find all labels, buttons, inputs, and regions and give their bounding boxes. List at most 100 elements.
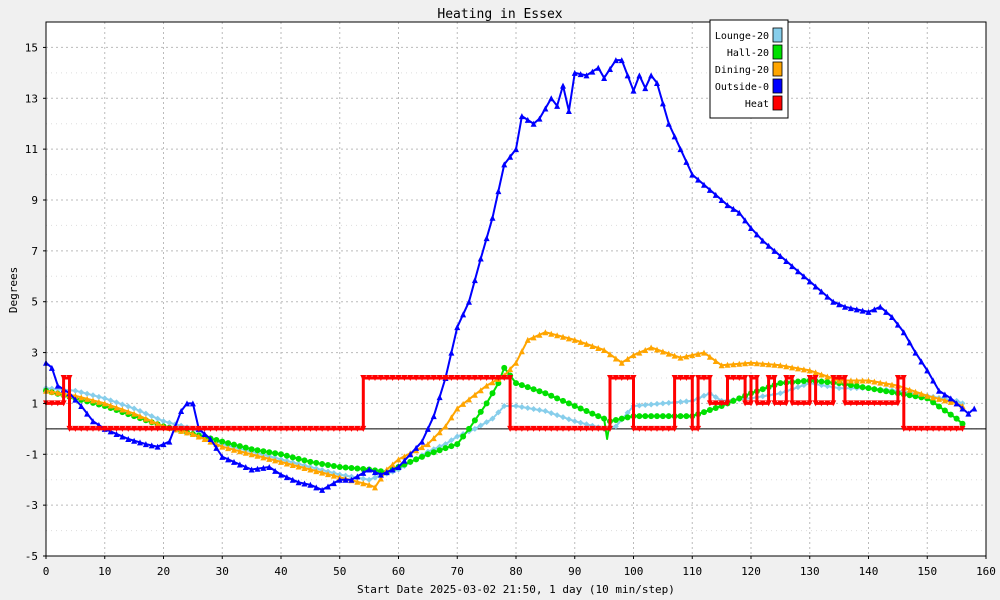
series-point	[677, 354, 684, 361]
series-point	[289, 461, 296, 468]
series-point	[495, 409, 502, 416]
series-point	[272, 457, 279, 464]
series-point	[137, 408, 143, 415]
series-point	[683, 158, 690, 165]
series-point	[213, 444, 220, 451]
series-point	[571, 418, 578, 425]
series-point	[495, 375, 502, 381]
series-point	[542, 329, 549, 336]
series-point	[483, 375, 490, 381]
series-point	[753, 360, 760, 367]
series-point	[847, 382, 854, 389]
series-point	[366, 375, 373, 381]
series-point	[842, 303, 848, 310]
series-point	[542, 390, 549, 397]
series-point	[313, 484, 320, 491]
series-point	[612, 355, 619, 362]
y-tick-label: 5	[31, 296, 38, 309]
series-point	[342, 425, 349, 432]
series-point	[941, 391, 948, 398]
series-point	[225, 445, 232, 452]
series-point	[953, 425, 960, 432]
series-point	[565, 335, 572, 342]
series-point	[654, 400, 660, 407]
series-point	[513, 425, 519, 432]
series-point	[583, 72, 590, 79]
series-point	[383, 375, 390, 381]
series-point	[789, 400, 796, 407]
series-point	[665, 350, 672, 357]
series-point	[489, 214, 496, 221]
series-point	[912, 425, 919, 432]
legend: Lounge-20 Hall-20 Dining-20 Outside-0 Heat	[709, 19, 789, 119]
series-point	[260, 425, 267, 432]
series-point	[671, 352, 678, 359]
series-point	[330, 480, 337, 487]
series-point	[806, 278, 813, 285]
series-point	[889, 400, 895, 407]
series-point	[142, 410, 149, 417]
series-point	[724, 400, 731, 407]
series-point	[812, 369, 819, 376]
series-point	[554, 425, 561, 432]
series-point	[771, 375, 778, 381]
series-point	[95, 425, 102, 432]
series-point	[701, 409, 707, 416]
series-point	[78, 425, 85, 432]
series-point	[395, 456, 402, 463]
series-point	[501, 402, 508, 409]
series-point	[72, 387, 79, 394]
series-point	[642, 347, 649, 354]
series-point	[924, 367, 931, 374]
y-tick-label: 1	[31, 397, 38, 410]
series-point	[800, 366, 807, 373]
legend-swatch	[772, 78, 783, 94]
series-point	[771, 247, 778, 254]
series-point	[536, 407, 543, 414]
series-point	[189, 400, 196, 407]
series-point	[618, 359, 625, 366]
series-point	[847, 400, 854, 407]
series-point	[748, 375, 754, 381]
series-point	[953, 415, 960, 422]
series-point	[301, 480, 308, 487]
series-point	[113, 425, 120, 432]
legend-swatch	[772, 61, 783, 77]
series-point	[877, 387, 884, 394]
series-point	[160, 425, 167, 432]
series-point	[148, 418, 155, 425]
series-point	[630, 375, 637, 381]
series-point	[501, 161, 508, 168]
x-tick-label: 140	[859, 565, 879, 578]
series-point	[554, 395, 561, 402]
series-point	[90, 425, 96, 432]
series-point	[501, 364, 508, 371]
series-point	[513, 402, 519, 409]
series-point	[900, 375, 907, 381]
series-dining-20	[43, 329, 966, 491]
x-tick-label: 20	[157, 565, 170, 578]
series-point	[372, 474, 378, 481]
series-point	[119, 406, 126, 413]
y-tick-label: -3	[25, 499, 38, 512]
series-point	[518, 425, 525, 432]
series-point	[231, 458, 237, 465]
series-point	[242, 464, 249, 470]
series-point	[795, 378, 801, 385]
series-point	[436, 447, 443, 454]
series-point	[753, 375, 760, 381]
series-point	[518, 403, 525, 410]
series-point	[636, 349, 643, 356]
series-point	[389, 461, 396, 468]
series-point	[642, 425, 649, 432]
series-point	[889, 381, 895, 388]
series-heat	[43, 375, 966, 432]
x-tick-label: 40	[274, 565, 287, 578]
series-point	[554, 412, 561, 419]
series-point	[542, 425, 549, 432]
series-point	[219, 453, 226, 460]
series-point	[601, 74, 608, 81]
series-point	[430, 435, 437, 442]
series-point	[448, 437, 455, 444]
